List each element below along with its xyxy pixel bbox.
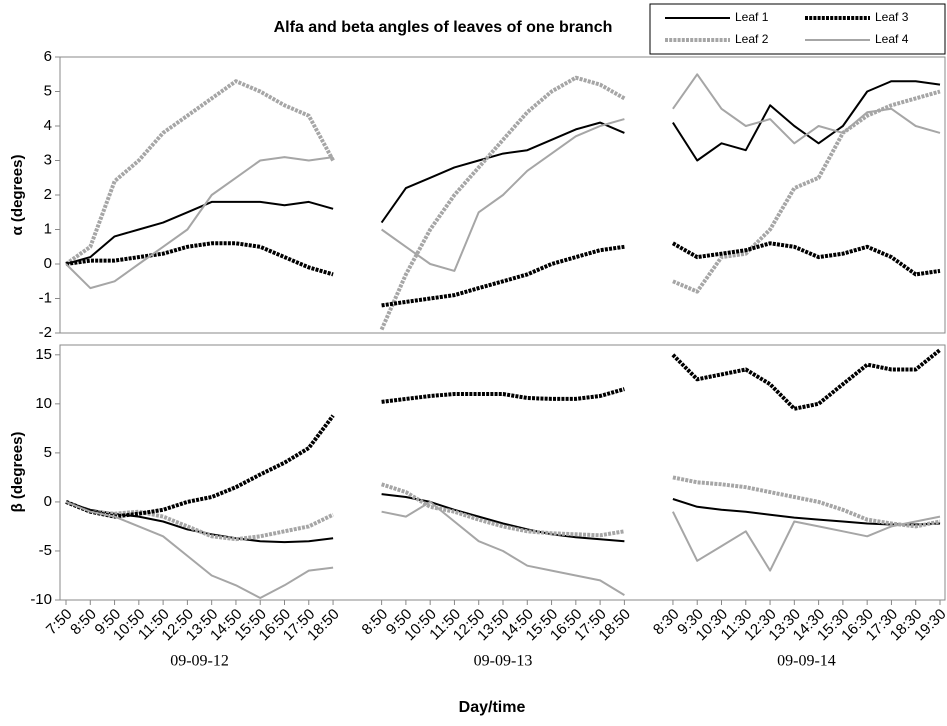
y-tick-label: 15 — [35, 346, 52, 363]
day-label: 09-09-14 — [777, 653, 836, 670]
y-tick-label: 2 — [44, 186, 52, 203]
y-tick-label: 0 — [44, 493, 52, 510]
legend-label: Leaf 1 — [735, 10, 769, 24]
y-tick-label: 5 — [44, 82, 52, 99]
series-line — [64, 75, 941, 331]
legend-label: Leaf 3 — [875, 10, 909, 24]
series-line — [65, 500, 941, 599]
y-tick-label: 5 — [44, 444, 52, 461]
series-line — [65, 475, 941, 542]
y-tick-label: 1 — [44, 220, 52, 237]
plot-frame — [59, 344, 946, 601]
series-line — [65, 73, 941, 290]
legend-box — [649, 3, 946, 55]
legend-label: Leaf 2 — [735, 32, 769, 46]
y-tick-label: 6 — [44, 48, 52, 65]
day-label: 09-09-13 — [474, 653, 533, 670]
legend-label: Leaf 4 — [875, 32, 909, 46]
y-tick-label: 3 — [44, 151, 52, 168]
y-tick-label: 0 — [44, 255, 52, 272]
x-axis-label: Day/time — [459, 699, 526, 716]
y-tick-label: 4 — [44, 117, 52, 134]
series-line — [65, 348, 942, 519]
y-axis-label: α (degrees) — [9, 155, 26, 236]
y-tick-label: 10 — [35, 395, 52, 412]
series-line — [65, 241, 941, 308]
y-tick-label: -10 — [30, 591, 52, 608]
y-tick-label: -2 — [39, 324, 52, 341]
y-axis-label: β (degrees) — [9, 432, 26, 513]
y-tick-label: -5 — [39, 542, 52, 559]
chart-title: Alfa and beta angles of leaves of one br… — [274, 19, 613, 36]
day-label: 09-09-12 — [170, 653, 229, 670]
y-tick-label: -1 — [39, 289, 52, 306]
